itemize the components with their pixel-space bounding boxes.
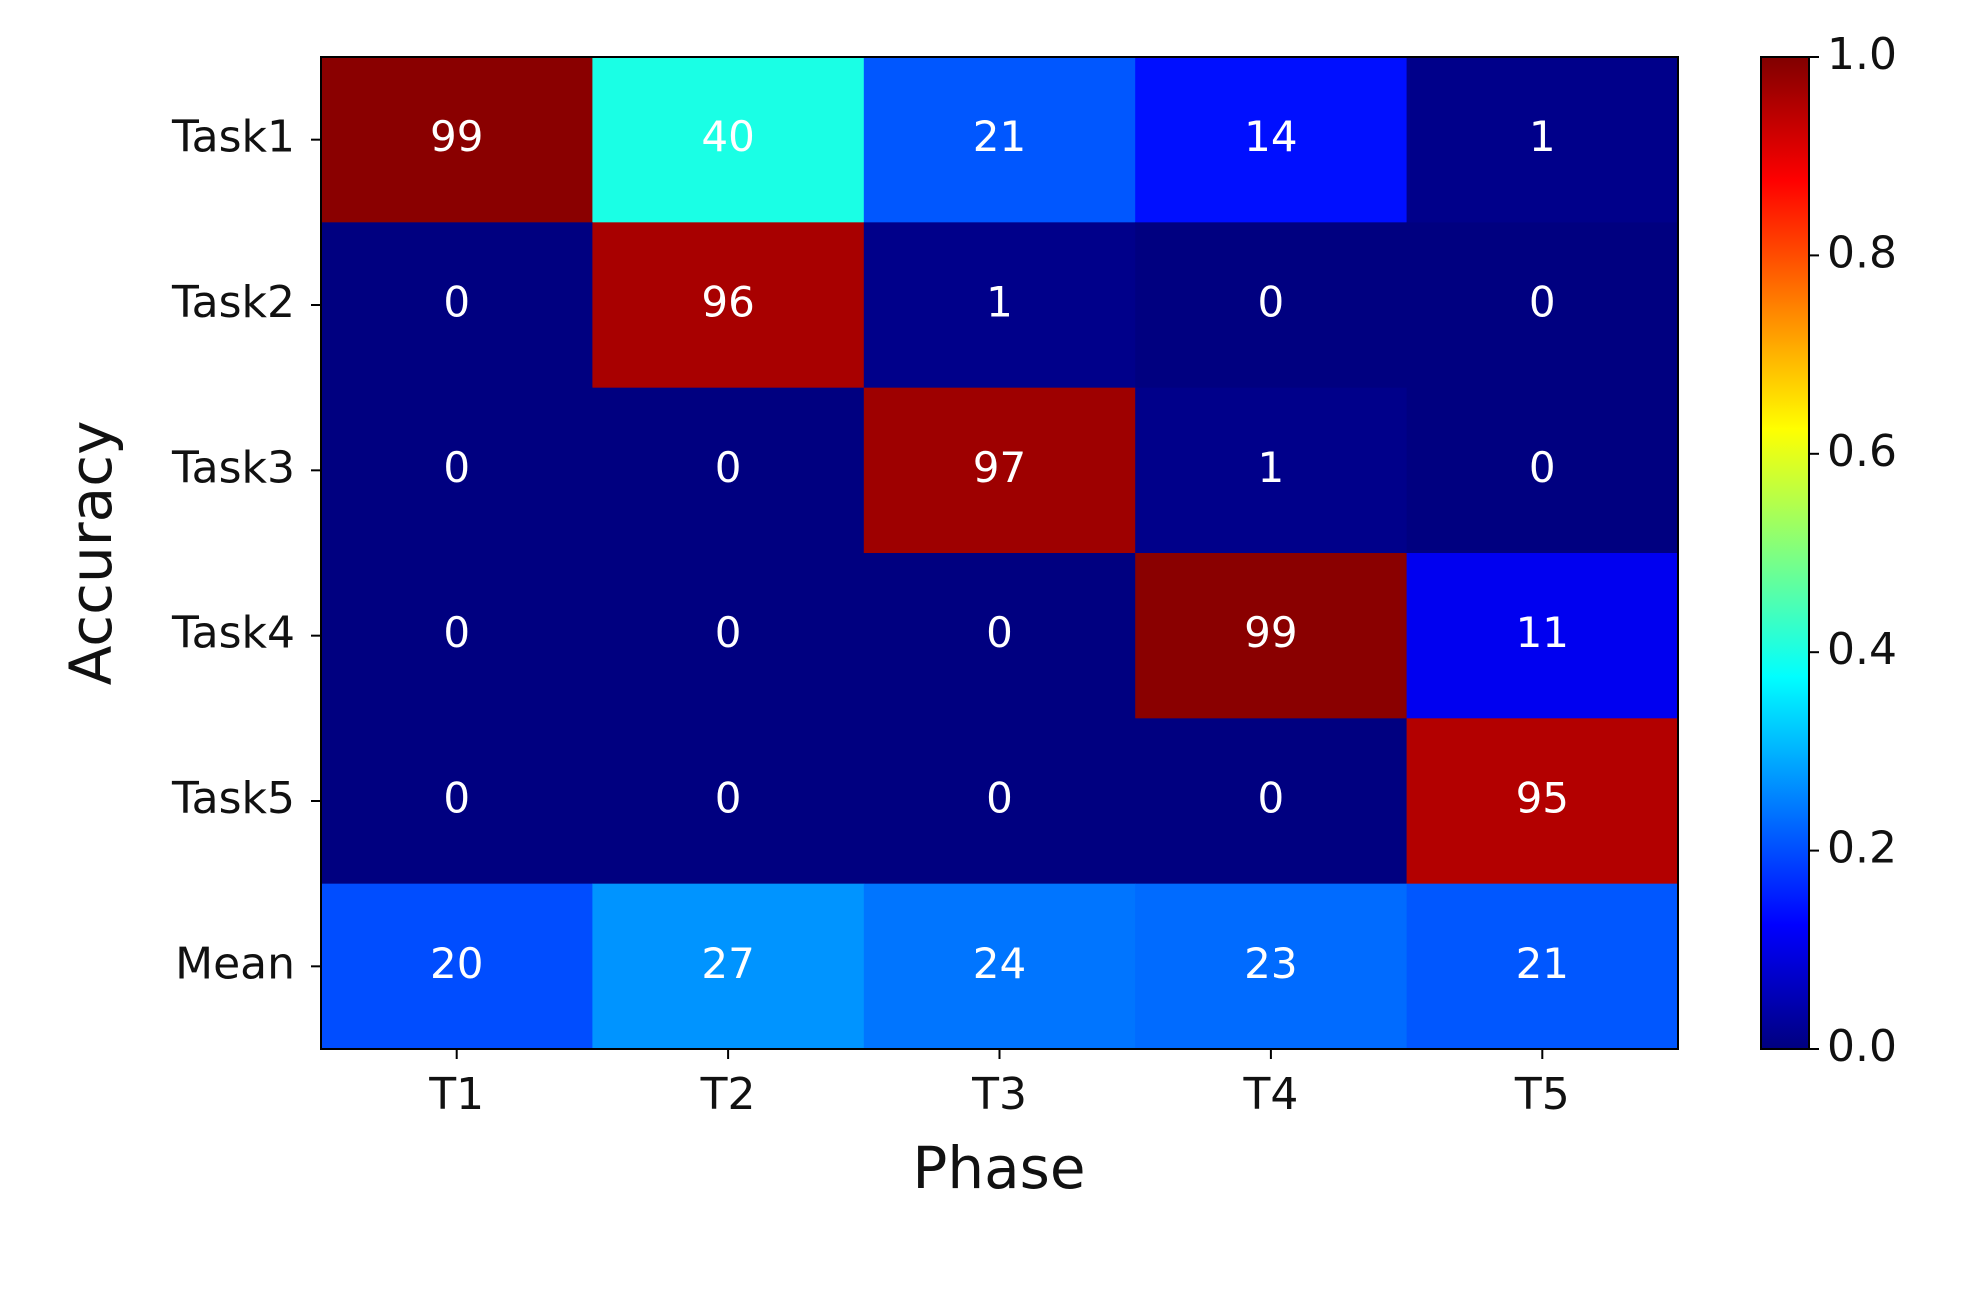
heatmap-cell — [321, 57, 593, 223]
colorbar — [1760, 56, 1810, 1050]
cell-label: 21 — [1516, 939, 1569, 988]
heatmap-cell — [1406, 553, 1679, 719]
heatmap-cell — [1135, 387, 1408, 554]
x-axis-label: Phase — [912, 1134, 1085, 1202]
x-tick-label: T5 — [1514, 1069, 1570, 1120]
y-tick-label: Task1 — [171, 112, 295, 163]
cell-label: 1 — [1258, 443, 1285, 492]
heatmap-cell — [321, 883, 593, 1050]
cell-label: 0 — [1258, 774, 1285, 823]
heatmap-cell — [592, 718, 865, 885]
heatmap-cell — [321, 222, 593, 389]
cell-label: 20 — [430, 939, 483, 988]
cell-label: 0 — [443, 278, 470, 327]
cell-label: 0 — [443, 443, 470, 492]
y-tick-label: Task4 — [171, 608, 295, 659]
heatmap-cell — [1406, 222, 1679, 389]
colorbar-tick-label: 0.8 — [1827, 227, 1897, 278]
cell-label: 95 — [1516, 774, 1569, 823]
cell-label: 0 — [986, 608, 1013, 657]
cell-label: 24 — [973, 939, 1026, 988]
heatmap-cell — [863, 883, 1136, 1050]
heatmap-cell — [321, 718, 593, 885]
heatmap-cell — [863, 222, 1136, 389]
cell-label: 23 — [1244, 939, 1297, 988]
heatmap-cell — [1135, 883, 1408, 1050]
colorbar-tick-label: 1.0 — [1827, 29, 1897, 80]
heatmap-cell — [321, 553, 593, 719]
heatmap-cell — [1135, 553, 1408, 719]
cell-label: 1 — [986, 278, 1013, 327]
colorbar-tick-label: 0.4 — [1827, 624, 1897, 675]
x-tick-label: T4 — [1242, 1069, 1298, 1120]
cell-label: 40 — [701, 112, 754, 161]
cell-label: 97 — [973, 443, 1026, 492]
cell-label: 0 — [1258, 278, 1285, 327]
heatmap-cell — [1406, 57, 1679, 223]
x-tick-label: T2 — [700, 1069, 756, 1120]
heatmap-cell — [592, 222, 865, 389]
heatmap-cell — [1406, 718, 1679, 885]
cell-label: 99 — [430, 112, 483, 161]
heatmap-cell — [592, 57, 865, 223]
heatmap-cell — [863, 57, 1136, 223]
cell-label: 0 — [986, 774, 1013, 823]
heatmap-cell — [592, 553, 865, 719]
colorbar-tick-label: 0.6 — [1827, 426, 1897, 477]
colorbar-tick-label: 0.0 — [1827, 1021, 1897, 1072]
cell-label: 27 — [701, 939, 754, 988]
y-tick-label: Task5 — [171, 773, 295, 824]
x-tick-label: T1 — [428, 1069, 484, 1120]
heatmap-cell — [1406, 387, 1679, 554]
heatmap-cell — [1135, 718, 1408, 885]
heatmap-cell — [1135, 222, 1408, 389]
cell-label: 0 — [715, 608, 742, 657]
y-tick-label: Task2 — [171, 277, 295, 328]
cell-label: 0 — [715, 774, 742, 823]
cell-label: 0 — [1529, 278, 1556, 327]
x-tick-label: T3 — [971, 1069, 1027, 1120]
cell-label: 14 — [1244, 112, 1297, 161]
cell-label: 11 — [1516, 608, 1569, 657]
heatmap-cell — [1406, 883, 1679, 1050]
heatmap-cell — [592, 883, 865, 1050]
cell-label: 0 — [1529, 443, 1556, 492]
cell-label: 0 — [443, 608, 470, 657]
colorbar-tick-label: 0.2 — [1827, 823, 1897, 874]
y-tick-label: Mean — [175, 938, 295, 989]
heatmap-cell — [592, 387, 865, 554]
cell-label: 21 — [973, 112, 1026, 161]
y-axis-label: Accuracy — [57, 421, 125, 686]
cell-label: 96 — [701, 278, 754, 327]
cell-label: 0 — [715, 443, 742, 492]
heatmap-cell — [1135, 57, 1408, 223]
heatmap-cell — [863, 553, 1136, 719]
cell-label: 99 — [1244, 608, 1297, 657]
cell-label: 1 — [1529, 112, 1556, 161]
heatmap-cell — [863, 718, 1136, 885]
cell-label: 0 — [443, 774, 470, 823]
heatmap-cell — [321, 387, 593, 554]
heatmap-cell — [863, 387, 1136, 554]
y-tick-label: Task3 — [171, 442, 295, 493]
